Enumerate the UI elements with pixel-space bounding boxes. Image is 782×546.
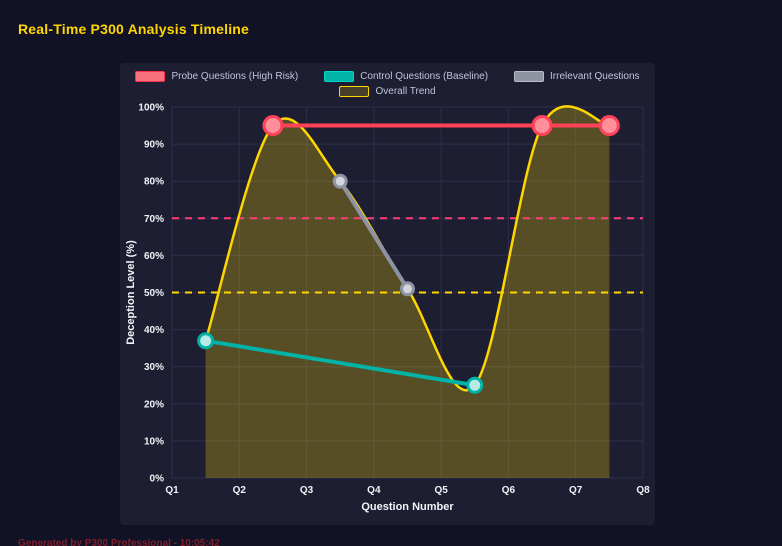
legend-item-overall-trend[interactable]: Overall Trend — [339, 85, 436, 97]
legend-swatch-icon — [135, 70, 166, 82]
legend-item-control-questions-baseline[interactable]: Control Questions (Baseline) — [324, 70, 489, 82]
legend-row: Overall Trend — [120, 85, 655, 97]
x-tick-label: Q2 — [233, 485, 247, 496]
y-tick-label: 50% — [144, 288, 164, 299]
y-tick-label: 100% — [138, 103, 164, 114]
legend-swatch-icon — [514, 70, 545, 82]
legend-item-irrelevant-questions[interactable]: Irrelevant Questions — [514, 70, 640, 82]
irrelevant-questions-line — [338, 179, 410, 291]
control-questions-baseline-line — [203, 338, 477, 388]
x-axis-title: Question Number — [361, 501, 454, 513]
irrelevant-questions-point[interactable] — [400, 281, 415, 297]
y-tick-label: 80% — [144, 177, 164, 188]
x-tick-label: Q7 — [569, 485, 583, 496]
legend-row: Probe Questions (High Risk) Control Quest… — [120, 70, 655, 82]
irrelevant-questions-point[interactable] — [332, 173, 348, 189]
footer-text: Generated by P300 Professional - 10:05:4… — [18, 538, 220, 546]
y-tick-label: 20% — [144, 399, 164, 410]
y-tick-label: 10% — [144, 436, 164, 447]
probe-questions-high-risk-point[interactable] — [531, 115, 553, 137]
legend-swatch-icon — [339, 85, 370, 97]
y-tick-label: 30% — [144, 362, 164, 373]
legend-label: Control Questions (Baseline) — [360, 70, 489, 82]
y-tick-label: 60% — [144, 251, 164, 262]
page-title: Real-Time P300 Analysis Timeline — [18, 21, 250, 37]
legend-item-probe-questions-high-risk[interactable]: Probe Questions (High Risk) — [135, 70, 299, 82]
y-tick-label: 90% — [144, 140, 164, 151]
probe-questions-high-risk-point[interactable] — [262, 115, 284, 137]
chart-legend: Probe Questions (High Risk) Control Quest… — [120, 63, 655, 97]
x-tick-label: Q8 — [636, 485, 650, 496]
y-tick-label: 40% — [144, 325, 164, 336]
x-tick-label: Q3 — [300, 485, 314, 496]
legend-label: Irrelevant Questions — [550, 70, 640, 82]
control-questions-baseline-point[interactable] — [466, 376, 484, 394]
x-tick-label: Q6 — [502, 485, 516, 496]
probe-questions-high-risk-point[interactable] — [598, 115, 620, 137]
y-tick-label: 70% — [144, 214, 164, 225]
x-tick-label: Q5 — [434, 485, 448, 496]
legend-label: Probe Questions (High Risk) — [171, 70, 299, 82]
y-tick-label: 0% — [150, 474, 165, 485]
x-tick-label: Q1 — [165, 485, 179, 496]
chart-svg: 0% 10% 20% 30% 40% 50% 60% 70% 80% 90% 100% Q1 Q2 Q3 Q… — [125, 103, 650, 514]
legend-label: Overall Trend — [375, 85, 436, 97]
y-axis-title: Deception Level (%) — [125, 240, 137, 345]
legend-swatch-icon — [324, 70, 355, 82]
control-questions-baseline-point[interactable] — [197, 332, 215, 350]
x-tick-label: Q4 — [367, 485, 381, 496]
chart-canvas: 0% 10% 20% 30% 40% 50% 60% 70% 80% 90% 100% Q1 Q2 Q3 Q… — [120, 97, 655, 525]
chart-panel: Probe Questions (High Risk) Control Quest… — [120, 63, 655, 525]
